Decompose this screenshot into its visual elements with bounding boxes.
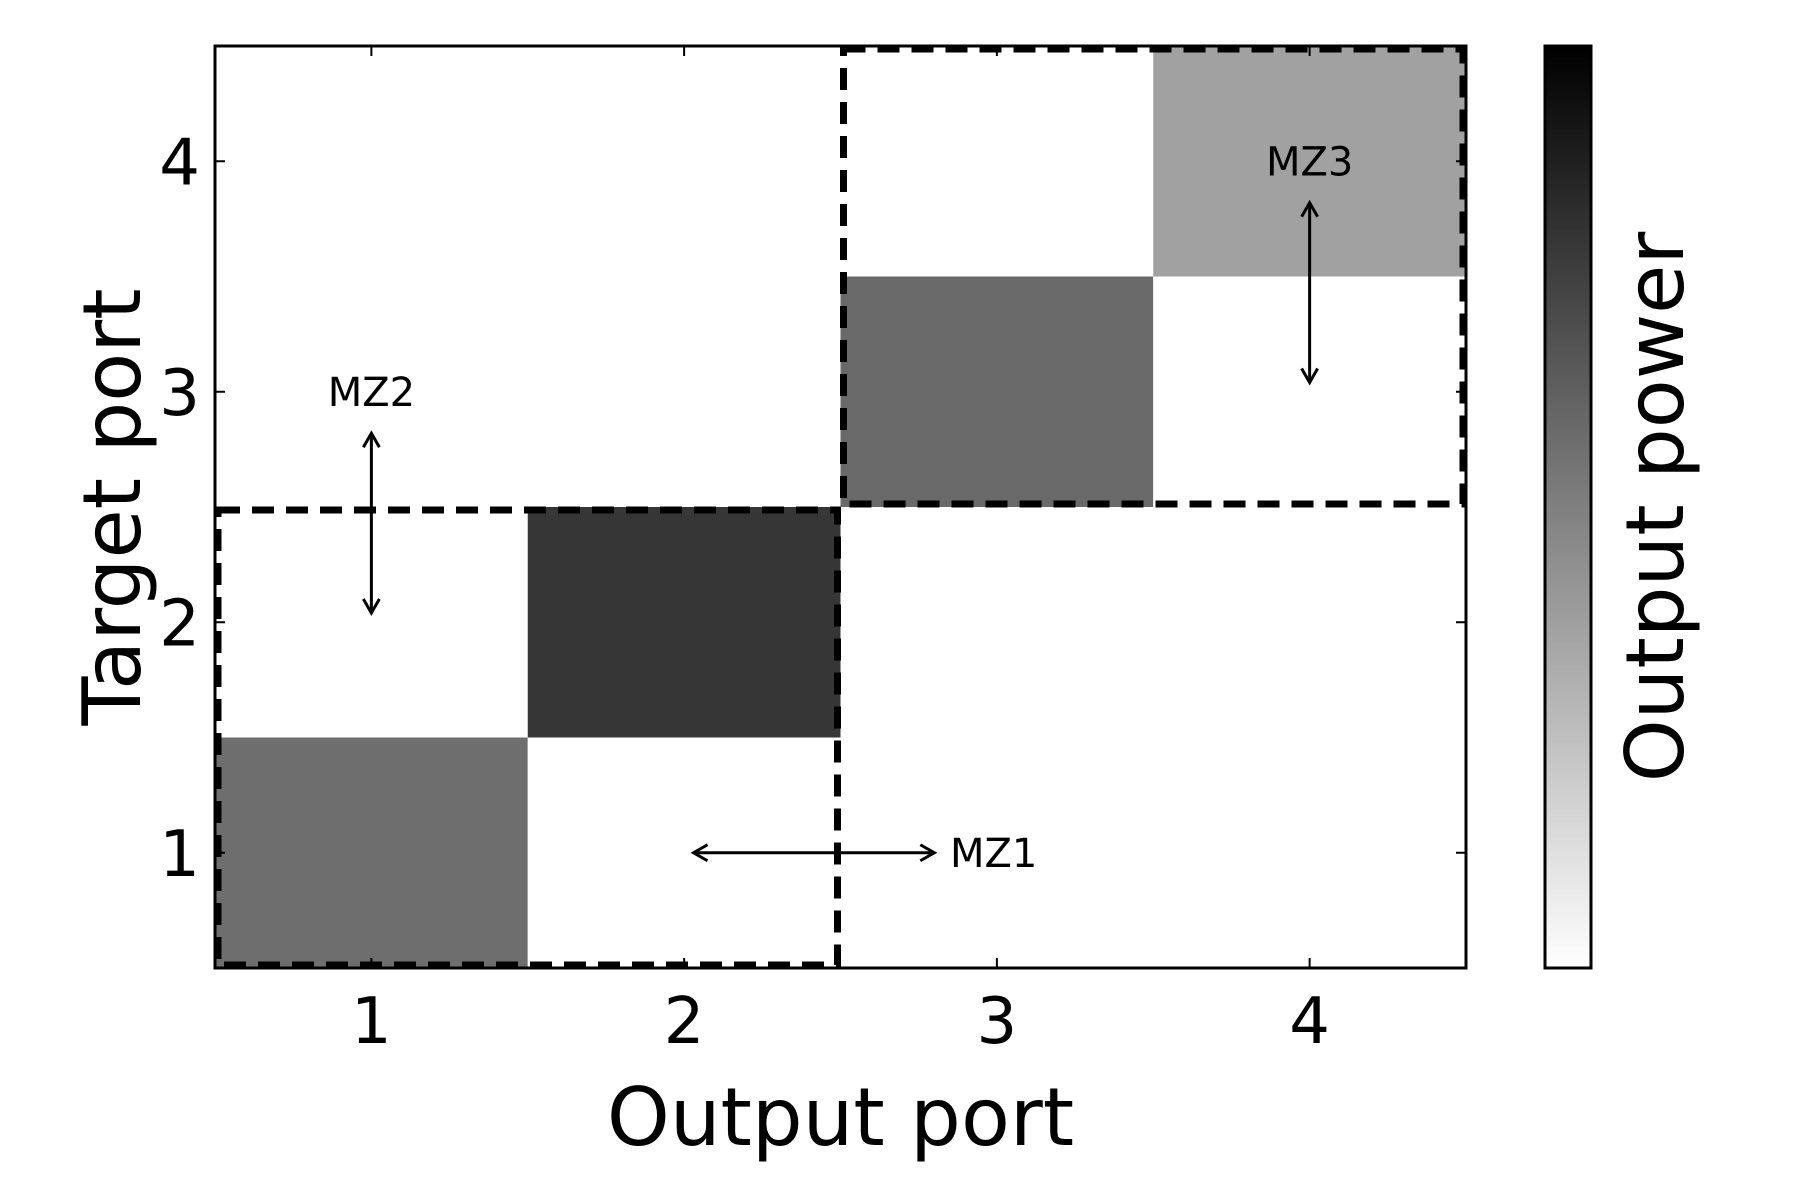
heatmap-cell	[840, 507, 1154, 738]
dashed-region	[840, 45, 1467, 508]
dashed-regions	[214, 45, 1467, 969]
heatmap-cell	[840, 46, 1154, 277]
annotation-label: MZ3	[1266, 139, 1353, 185]
heatmap-cell	[527, 276, 841, 507]
x-tick-label: 4	[1289, 985, 1330, 1059]
dashed-region	[214, 506, 841, 969]
x-axis-title: Output port	[607, 1071, 1074, 1164]
annotations: MZ1 MZ2 MZ3	[328, 139, 1354, 877]
arrow-head	[362, 430, 381, 448]
arrow-head	[1300, 199, 1319, 218]
y-tick-label: 4	[159, 126, 200, 200]
heatmap-cell	[215, 46, 528, 277]
y-tick-label: 3	[159, 357, 200, 431]
arrow-head	[1300, 367, 1319, 386]
heatmap-cell	[527, 46, 841, 277]
heatmap-cell	[1153, 507, 1466, 738]
y-tick-label: 1	[159, 818, 200, 892]
colorbar	[1543, 44, 1593, 970]
colorbar-title: Output power	[1609, 232, 1702, 783]
arrow-head	[690, 843, 709, 863]
y-tick-label: 2	[159, 587, 200, 661]
arrow-head	[919, 843, 938, 863]
heatmap-cell	[840, 276, 1154, 507]
heatmap-cell	[527, 507, 841, 738]
x-tick-label: 3	[977, 985, 1018, 1059]
x-tick-label: 1	[351, 985, 392, 1059]
heatmap-cell	[1153, 737, 1466, 968]
arrow-head	[362, 598, 381, 617]
axis-ticks: 1 2 3 4 1 2 3 4	[159, 46, 1466, 1059]
x-tick-label: 2	[664, 985, 705, 1059]
y-axis-title: Target port	[66, 289, 159, 727]
plot-frame	[213, 44, 1468, 970]
heatmap-cell	[215, 737, 528, 968]
annotation-label: MZ2	[328, 370, 415, 416]
annotation-label: MZ1	[950, 831, 1037, 877]
